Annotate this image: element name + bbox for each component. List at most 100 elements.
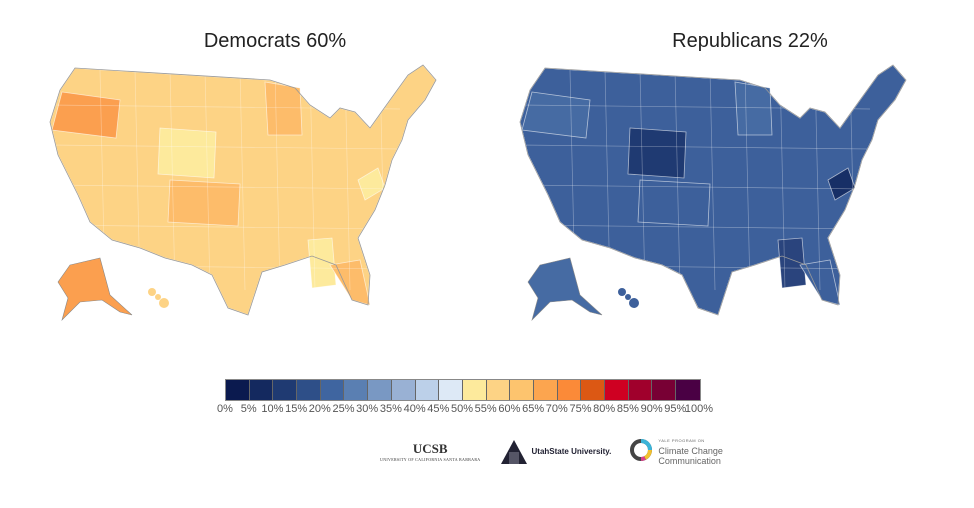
state-hawaii: [155, 294, 161, 300]
state-alaska: [527, 257, 603, 322]
state-hawaii: [625, 294, 631, 300]
legend-tick-label: 15%: [285, 403, 308, 415]
legend-swatch: [510, 380, 534, 400]
legend-swatch: [226, 380, 250, 400]
state-border: [519, 224, 871, 230]
legend-swatch: [320, 380, 345, 400]
legend-tick-label: 75%: [569, 403, 592, 415]
legend-swatch: [297, 380, 321, 400]
ucsb-logo: UCSB UNIVERSITY OF CALIFORNIA SANTA BARBA…: [380, 440, 481, 462]
state-florida: [799, 259, 841, 306]
state-border: [49, 184, 401, 190]
legend-swatch: [391, 380, 416, 400]
legend-tick-label: 85%: [616, 403, 639, 415]
state-border: [744, 69, 751, 291]
legend-tick-label: 0%: [217, 403, 233, 415]
legend-tick-label: 95%: [664, 403, 687, 415]
state-border: [239, 69, 246, 291]
state-florida: [329, 259, 371, 306]
state-hawaii: [629, 298, 639, 308]
legend-tick-label: 20%: [308, 403, 331, 415]
state-hawaii: [159, 298, 169, 308]
state-border: [49, 144, 401, 150]
legend-tick-label: 40%: [403, 403, 426, 415]
state-colorado: [167, 179, 241, 227]
legend-swatch: [415, 380, 440, 400]
legend-tick-label: 25%: [332, 403, 355, 415]
state-border: [569, 69, 576, 291]
state-border: [169, 69, 176, 291]
state-border: [709, 69, 716, 291]
utah-state-logo: UtahState University.: [499, 436, 611, 466]
democrats-map: [49, 64, 437, 322]
legend-tick-label: 30%: [356, 403, 379, 415]
state-border: [379, 69, 386, 291]
legend-tick-label: 5%: [240, 403, 257, 415]
legend-tick-label: 45%: [427, 403, 450, 415]
state-border: [814, 69, 821, 291]
yale-climate-logo: YALE PROGRAM ON Climate Change Communicati…: [629, 436, 723, 466]
legend-swatch: [273, 380, 298, 400]
legend-tick-label: 35%: [379, 403, 402, 415]
republicans-map-title: Republicans 22%: [672, 30, 828, 52]
legend-swatch: [368, 380, 392, 400]
state-hawaii: [148, 288, 156, 296]
state-wyoming: [627, 127, 687, 179]
state-border: [49, 224, 401, 230]
state-alabama: [307, 237, 337, 289]
logos: UCSB UNIVERSITY OF CALIFORNIA SANTA BARBA…: [380, 436, 723, 466]
state-alaska: [57, 257, 133, 322]
state-border: [274, 69, 281, 291]
state-alabama: [777, 237, 807, 289]
state-border: [344, 69, 351, 291]
state-border: [639, 69, 646, 291]
state-border: [779, 69, 786, 291]
legend-tick-label: 60%: [498, 403, 521, 415]
state-border: [519, 184, 871, 190]
legend-swatch: [605, 380, 629, 400]
legend-tick-label: 10%: [261, 403, 284, 415]
us-outline: [49, 64, 437, 316]
republicans-map: [519, 64, 907, 322]
speech-bubble-logo-icon: [630, 439, 653, 461]
legend-swatch: [533, 380, 558, 400]
legend-swatch: [249, 380, 274, 400]
legend-swatch: [628, 380, 653, 400]
state-oregon: [521, 91, 591, 139]
color-legend: [225, 379, 701, 401]
state-west_virginia: [827, 167, 856, 201]
legend-swatch: [676, 380, 700, 400]
legend-swatch: [486, 380, 511, 400]
legend-tick-label: 50%: [450, 403, 474, 415]
legend-swatch: [344, 380, 369, 400]
state-border: [519, 144, 871, 150]
legend-tick-label: 80%: [593, 403, 616, 415]
legend-swatch: [462, 380, 487, 400]
state-west_virginia: [357, 167, 386, 201]
state-border: [49, 264, 401, 270]
state-border: [604, 69, 611, 291]
state-border: [134, 69, 141, 291]
legend-tick-label: 100%: [684, 403, 714, 415]
state-border: [204, 69, 211, 291]
legend-swatch: [439, 380, 463, 400]
state-border: [309, 69, 316, 291]
old-main-building-icon: [500, 440, 527, 464]
state-border: [674, 69, 681, 291]
democrats-map-title: Democrats 60%: [203, 30, 347, 52]
us-outline: [519, 64, 907, 316]
legend-tick-label: 55%: [474, 403, 497, 415]
legend-swatch: [581, 380, 605, 400]
state-oregon: [51, 91, 121, 139]
state-hawaii: [618, 288, 626, 296]
state-border: [849, 69, 856, 291]
state-colorado: [637, 179, 711, 227]
legend-tick-label: 65%: [522, 403, 545, 415]
legend-tick-label: 90%: [640, 403, 663, 415]
state-border: [99, 69, 106, 291]
state-border: [519, 264, 871, 270]
legend-swatch: [557, 380, 582, 400]
legend-ticks: 0% 5% 10% 15% 20% 25% 30% 35% 40% 45% 50% 55% 60% 65%…: [214, 403, 774, 417]
legend-swatch: [652, 380, 677, 400]
state-wyoming: [157, 127, 217, 179]
